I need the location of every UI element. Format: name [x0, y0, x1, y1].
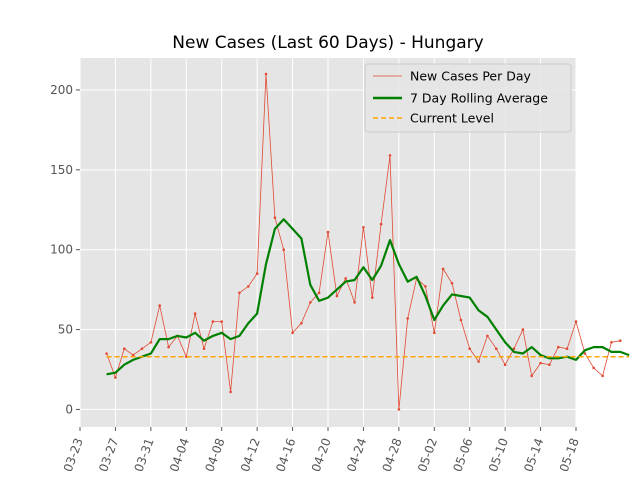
new-cases-point: [592, 366, 595, 370]
new-cases-point: [610, 341, 613, 344]
new-cases-point: [388, 154, 392, 157]
y-tick-label: 100: [50, 243, 73, 257]
x-tick-label: 03-27: [96, 436, 121, 474]
new-cases-point: [282, 248, 286, 251]
new-cases-point: [441, 267, 445, 271]
x-tick-label: 05-10: [486, 436, 511, 474]
chart-title: New Cases (Last 60 Days) - Hungary: [172, 33, 483, 53]
new-cases-point: [273, 216, 277, 219]
new-cases-point: [450, 281, 454, 285]
new-cases-point: [565, 347, 569, 351]
new-cases-point: [238, 291, 241, 295]
new-cases-point: [229, 390, 232, 394]
grid-lines: [79, 58, 577, 427]
new-cases-point: [406, 317, 410, 320]
new-cases-point: [495, 347, 498, 351]
new-cases-point: [539, 361, 542, 365]
new-cases-point: [468, 347, 472, 351]
legend: New Cases Per Day 7 Day Rolling Average …: [364, 63, 572, 133]
new-cases-point: [477, 360, 480, 363]
legend-label-rolling-average: 7 Day Rolling Average: [410, 91, 548, 106]
new-cases-point: [548, 363, 551, 367]
new-cases-point: [264, 72, 268, 76]
new-cases-point: [397, 408, 401, 411]
x-tick-label: 05-02: [415, 436, 440, 474]
new-cases-point: [309, 301, 312, 304]
x-tick-label: 03-31: [132, 436, 157, 474]
x-tick-label: 04-28: [380, 436, 405, 474]
y-tick-label: 0: [65, 402, 73, 416]
x-tick-label: 05-14: [521, 436, 546, 474]
new-cases-point: [530, 374, 533, 378]
y-tick-label: 200: [50, 83, 73, 97]
new-cases-point: [433, 331, 436, 335]
new-cases-point: [379, 222, 383, 226]
new-cases-point: [362, 226, 365, 229]
x-tick-label: 04-12: [238, 436, 263, 474]
x-tick-label: 05-18: [557, 436, 582, 474]
new-cases-point: [131, 353, 135, 357]
new-cases-point: [140, 347, 144, 351]
new-cases-point: [114, 376, 117, 379]
new-cases-point: [353, 301, 356, 304]
new-cases-point: [486, 334, 489, 338]
new-cases-point: [193, 312, 197, 315]
new-cases-point: [371, 296, 374, 299]
y-axis: 0 50 100 150 200: [50, 83, 80, 416]
x-tick-label: 04-16: [273, 436, 298, 474]
new-cases-point: [601, 374, 604, 378]
legend-box: [364, 63, 572, 133]
new-cases-point: [583, 352, 587, 355]
x-axis: 03-23 03-27 03-31 04-04 04-08 04-12 04-16 04-20…: [61, 427, 582, 474]
new-cases-point: [202, 347, 206, 351]
new-cases-point: [424, 285, 427, 288]
new-cases-point: [557, 345, 560, 349]
new-cases-point: [123, 347, 126, 351]
rolling-average-line: [106, 218, 630, 376]
new-cases-point: [220, 320, 223, 323]
x-tick-label: 04-20: [309, 436, 334, 474]
new-cases-point: [619, 339, 622, 343]
x-tick-label: 03-23: [61, 436, 86, 474]
new-cases-point: [247, 285, 250, 288]
new-cases-point: [211, 320, 215, 323]
new-cases-point: [503, 363, 507, 367]
new-cases-point: [344, 277, 348, 280]
new-cases-point: [335, 294, 339, 298]
new-cases-point: [149, 341, 153, 344]
legend-label-current-level: Current Level: [410, 111, 494, 126]
x-tick-label: 04-08: [202, 436, 227, 474]
new-cases-point: [300, 321, 303, 325]
new-cases-point: [521, 328, 525, 331]
new-cases-point: [574, 320, 578, 323]
y-tick-label: 50: [58, 323, 73, 337]
x-tick-label: 05-06: [450, 436, 475, 474]
x-tick-label: 04-04: [167, 436, 192, 474]
x-tick-label: 04-24: [344, 436, 369, 474]
new-cases-point: [459, 318, 463, 322]
series-layer: [105, 72, 630, 411]
new-cases-point: [255, 272, 259, 275]
new-cases-point: [512, 347, 516, 351]
y-tick-label: 150: [50, 163, 73, 177]
new-cases-point: [291, 331, 294, 335]
new-cases-point: [317, 291, 321, 295]
new-cases-point: [158, 304, 161, 307]
new-cases-point: [105, 352, 108, 355]
new-cases-point: [326, 230, 330, 234]
legend-label-new-cases: New Cases Per Day: [410, 69, 531, 84]
new-cases-point: [167, 345, 170, 349]
